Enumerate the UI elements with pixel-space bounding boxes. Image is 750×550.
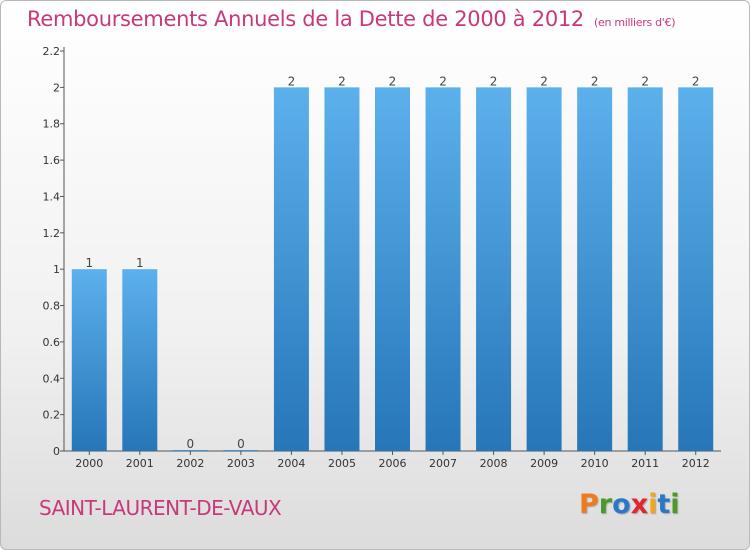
bar-2004[interactable] <box>273 87 309 451</box>
y-tick-label: 0.8 <box>43 300 61 313</box>
x-tick-label: 2000 <box>75 457 103 470</box>
data-label: 2 <box>591 74 599 88</box>
y-tick-label: 1 <box>53 263 60 276</box>
x-tick-label: 2012 <box>682 457 710 470</box>
y-tick-label: 0 <box>53 445 60 458</box>
bar-2006[interactable] <box>375 87 410 451</box>
x-tick-label: 2002 <box>176 457 204 470</box>
bar-2010[interactable] <box>577 87 613 451</box>
bar-2011[interactable] <box>627 87 663 451</box>
logo-letter: r <box>598 489 613 520</box>
x-tick-label: 2001 <box>126 457 154 470</box>
x-tick-label: 2009 <box>530 457 558 470</box>
logo-letter: t <box>657 489 671 520</box>
bar-2002[interactable] <box>172 450 208 451</box>
logo-letter: i <box>648 489 658 520</box>
data-label: 2 <box>389 74 397 88</box>
x-tick-label: 2003 <box>227 457 255 470</box>
x-tick-label: 2006 <box>379 457 407 470</box>
data-label: 0 <box>237 437 245 451</box>
bar-2008[interactable] <box>476 87 512 451</box>
y-tick-label: 2.2 <box>43 45 61 58</box>
commune-name: SAINT-LAURENT-DE-VAUX <box>39 496 282 520</box>
data-label: 2 <box>692 74 700 88</box>
data-label: 2 <box>540 74 548 88</box>
data-label: 2 <box>490 74 498 88</box>
bar-2007[interactable] <box>425 87 461 451</box>
y-tick-label: 1.6 <box>43 154 61 167</box>
logo-letter: P <box>579 489 599 520</box>
bar-2005[interactable] <box>324 87 360 451</box>
y-tick-label: 0.6 <box>43 336 61 349</box>
x-tick-label: 2008 <box>480 457 508 470</box>
y-tick-label: 2 <box>53 81 60 94</box>
y-tick-label: 0.2 <box>43 409 61 422</box>
bar-chart: 00.20.40.60.811.21.41.61.822.2 200012001… <box>43 45 721 470</box>
logo-letter: i <box>670 489 680 520</box>
y-tick-label: 1.2 <box>43 227 61 240</box>
logo-letter: x <box>630 489 649 520</box>
data-label: 1 <box>85 256 93 270</box>
y-tick-label: 1.8 <box>43 118 61 131</box>
bar-2003[interactable] <box>223 450 259 451</box>
y-tick-label: 0.4 <box>43 372 61 385</box>
x-tick-label: 2011 <box>631 457 659 470</box>
y-tick-label: 1.4 <box>43 190 61 203</box>
logo-letter: o <box>612 489 631 520</box>
x-tick-label: 2007 <box>429 457 457 470</box>
proxiti-logo[interactable]: Proxiti <box>579 489 680 520</box>
x-tick-label: 2010 <box>581 457 609 470</box>
bar-2000[interactable] <box>71 269 107 451</box>
data-label: 2 <box>338 74 346 88</box>
unit-label: (en milliers d'€) <box>594 16 676 29</box>
x-tick-label: 2005 <box>328 457 356 470</box>
data-label: 2 <box>439 74 447 88</box>
data-label: 2 <box>288 74 296 88</box>
bar-2012[interactable] <box>678 87 714 451</box>
chart-title: Remboursements Annuels de la Dette de 20… <box>27 7 676 31</box>
data-label: 1 <box>136 256 144 270</box>
bar-2001[interactable] <box>122 269 158 451</box>
data-label: 0 <box>187 437 195 451</box>
data-label: 2 <box>641 74 649 88</box>
x-tick-label: 2004 <box>277 457 305 470</box>
bar-2009[interactable] <box>526 87 562 451</box>
